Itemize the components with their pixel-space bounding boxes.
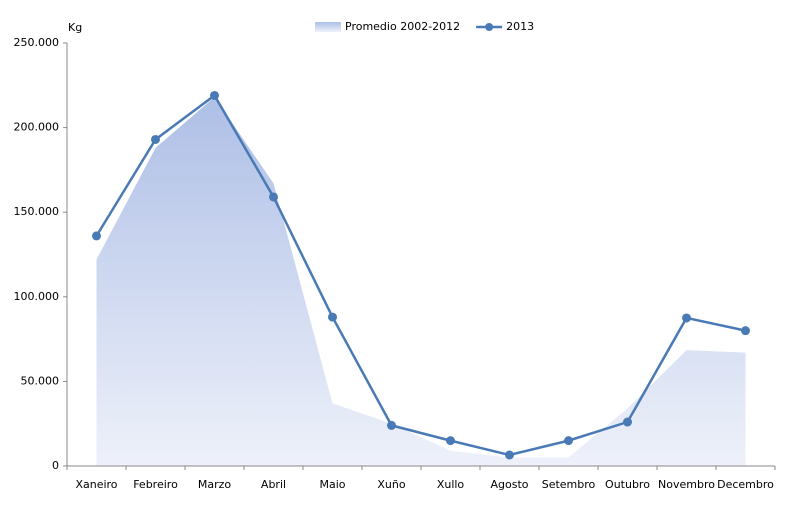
marker [623, 417, 632, 427]
x-tick-label: Xullo [437, 478, 465, 491]
y-axis-label: Kg [68, 21, 82, 34]
marker [446, 436, 455, 446]
marker [564, 436, 573, 446]
marker [741, 326, 750, 336]
marker [210, 90, 219, 100]
y-tick-label: 250.000 [14, 36, 60, 49]
line [95, 93, 746, 457]
x-tick-label: Outubro [605, 478, 650, 491]
x-tick-label: Xuño [377, 478, 405, 491]
x-tick-label: Abril [261, 478, 286, 491]
y-tick-label: 0 [52, 459, 59, 472]
x-tick-label: Maio [319, 478, 345, 491]
x-tick-label: Marzo [198, 478, 232, 491]
legend-label: Promedio 2002-2012 [345, 20, 460, 33]
x-tick-label: Setembro [542, 478, 596, 491]
marker [151, 134, 160, 144]
legend-label: 2013 [506, 20, 534, 33]
x-tick-label: Novembro [658, 478, 715, 491]
y-tick-label: 100.000 [14, 290, 60, 303]
legend-swatch [485, 23, 494, 31]
y-tick-label: 50.000 [21, 374, 60, 387]
marker [92, 231, 101, 241]
x-tick-label: Decembro [717, 478, 774, 491]
marker [328, 312, 337, 322]
marker [269, 192, 278, 202]
x-tick-label: Xaneiro [75, 478, 117, 491]
x-tick-label: Agosto [490, 478, 528, 491]
marker [682, 313, 691, 323]
x-tick-label: Febreiro [133, 478, 178, 491]
marker [505, 450, 514, 460]
marker [387, 420, 396, 430]
legend-swatch [315, 22, 341, 32]
y-tick-label: 150.000 [14, 205, 60, 218]
area [96, 97, 746, 467]
y-tick-label: 200.000 [14, 121, 60, 134]
